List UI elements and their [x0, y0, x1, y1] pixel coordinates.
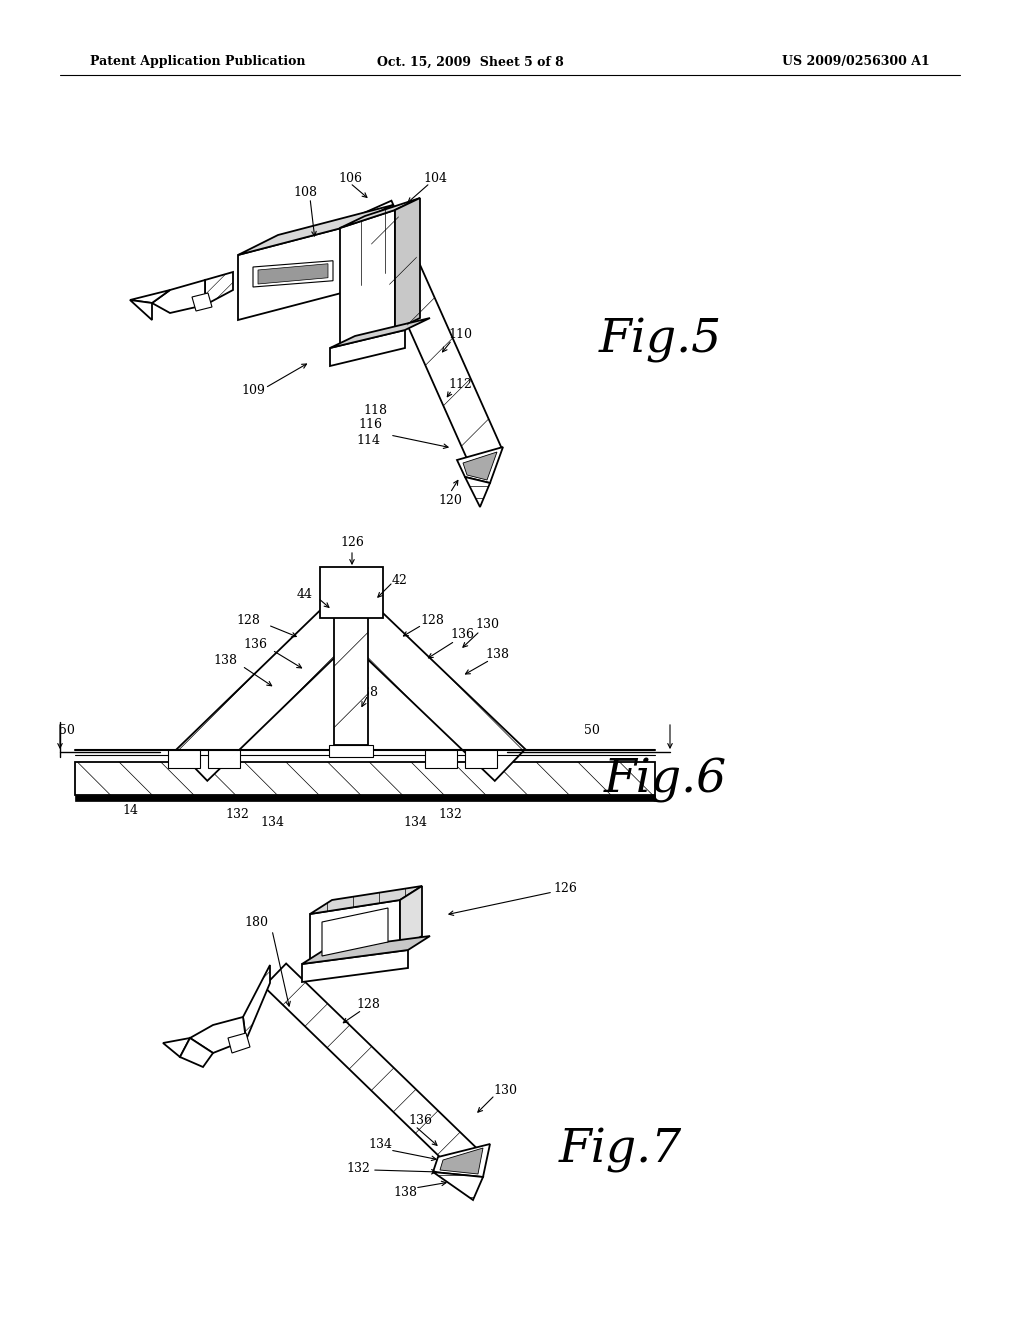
Text: 106: 106: [338, 172, 362, 185]
Text: 110: 110: [449, 329, 472, 342]
Text: 138: 138: [485, 648, 509, 661]
Text: 180: 180: [244, 916, 268, 928]
Text: Fig.5: Fig.5: [598, 317, 722, 363]
Text: 14: 14: [122, 804, 138, 817]
Polygon shape: [358, 201, 502, 462]
Polygon shape: [334, 615, 368, 744]
Text: 42: 42: [392, 573, 408, 586]
Polygon shape: [463, 451, 497, 480]
Text: 50: 50: [584, 723, 600, 737]
Text: 136: 136: [450, 628, 474, 642]
Text: 109: 109: [241, 384, 265, 396]
Text: 126: 126: [553, 882, 577, 895]
Text: 134: 134: [368, 1138, 392, 1151]
Text: 38: 38: [362, 685, 378, 698]
Polygon shape: [258, 264, 328, 284]
Text: Fig.7: Fig.7: [558, 1127, 682, 1172]
Polygon shape: [75, 762, 655, 795]
Polygon shape: [425, 750, 457, 768]
Text: 116: 116: [358, 418, 382, 432]
Polygon shape: [340, 210, 395, 348]
Polygon shape: [440, 1148, 483, 1173]
Text: 132: 132: [438, 808, 462, 821]
Text: 134: 134: [260, 816, 284, 829]
Text: 128: 128: [237, 614, 260, 627]
Polygon shape: [319, 568, 383, 618]
Polygon shape: [465, 750, 497, 768]
Polygon shape: [322, 908, 388, 956]
Text: 104: 104: [423, 172, 447, 185]
Polygon shape: [457, 447, 503, 483]
Text: 108: 108: [293, 186, 317, 199]
Polygon shape: [330, 330, 406, 366]
Polygon shape: [433, 1172, 483, 1200]
Polygon shape: [228, 1034, 250, 1053]
Text: 132: 132: [225, 808, 249, 821]
Text: Oct. 15, 2009  Sheet 5 of 8: Oct. 15, 2009 Sheet 5 of 8: [377, 55, 563, 69]
Polygon shape: [130, 300, 152, 319]
Text: 128: 128: [420, 614, 444, 627]
Text: 138: 138: [393, 1185, 417, 1199]
Text: 44: 44: [297, 589, 313, 602]
Polygon shape: [193, 293, 212, 312]
Polygon shape: [177, 597, 366, 781]
Polygon shape: [330, 318, 430, 348]
Text: 118: 118: [362, 404, 387, 417]
Polygon shape: [302, 936, 430, 964]
Polygon shape: [243, 965, 270, 1040]
Polygon shape: [238, 224, 353, 319]
Text: 128: 128: [356, 998, 380, 1011]
Polygon shape: [163, 1038, 190, 1057]
Polygon shape: [310, 886, 422, 913]
Text: 130: 130: [475, 619, 499, 631]
Polygon shape: [152, 280, 205, 313]
Text: Patent Application Publication: Patent Application Publication: [90, 55, 305, 69]
Polygon shape: [168, 750, 200, 768]
Polygon shape: [302, 950, 408, 982]
Text: US 2009/0256300 A1: US 2009/0256300 A1: [782, 55, 930, 69]
Polygon shape: [400, 886, 422, 950]
Polygon shape: [130, 290, 170, 304]
Text: 50: 50: [59, 723, 75, 737]
Polygon shape: [190, 1016, 246, 1053]
Polygon shape: [180, 1038, 213, 1067]
Text: 112: 112: [449, 379, 472, 392]
Polygon shape: [329, 744, 373, 756]
Polygon shape: [264, 964, 479, 1173]
Polygon shape: [353, 205, 393, 290]
Polygon shape: [75, 795, 655, 801]
Text: 136: 136: [243, 639, 267, 652]
Polygon shape: [310, 900, 400, 964]
Polygon shape: [433, 1144, 490, 1177]
Polygon shape: [208, 750, 240, 768]
Polygon shape: [238, 205, 393, 255]
Text: 138: 138: [213, 653, 237, 667]
Text: 134: 134: [403, 816, 427, 829]
Polygon shape: [395, 198, 420, 330]
Polygon shape: [340, 198, 420, 228]
Text: 130: 130: [493, 1084, 517, 1097]
Text: 136: 136: [408, 1114, 432, 1126]
Text: 132: 132: [346, 1162, 370, 1175]
Text: 120: 120: [438, 494, 462, 507]
Polygon shape: [335, 597, 525, 781]
Text: 114: 114: [356, 433, 380, 446]
Text: 126: 126: [340, 536, 364, 549]
Polygon shape: [253, 261, 333, 286]
Polygon shape: [465, 477, 490, 507]
Polygon shape: [205, 272, 233, 305]
Text: Fig.6: Fig.6: [603, 758, 727, 803]
